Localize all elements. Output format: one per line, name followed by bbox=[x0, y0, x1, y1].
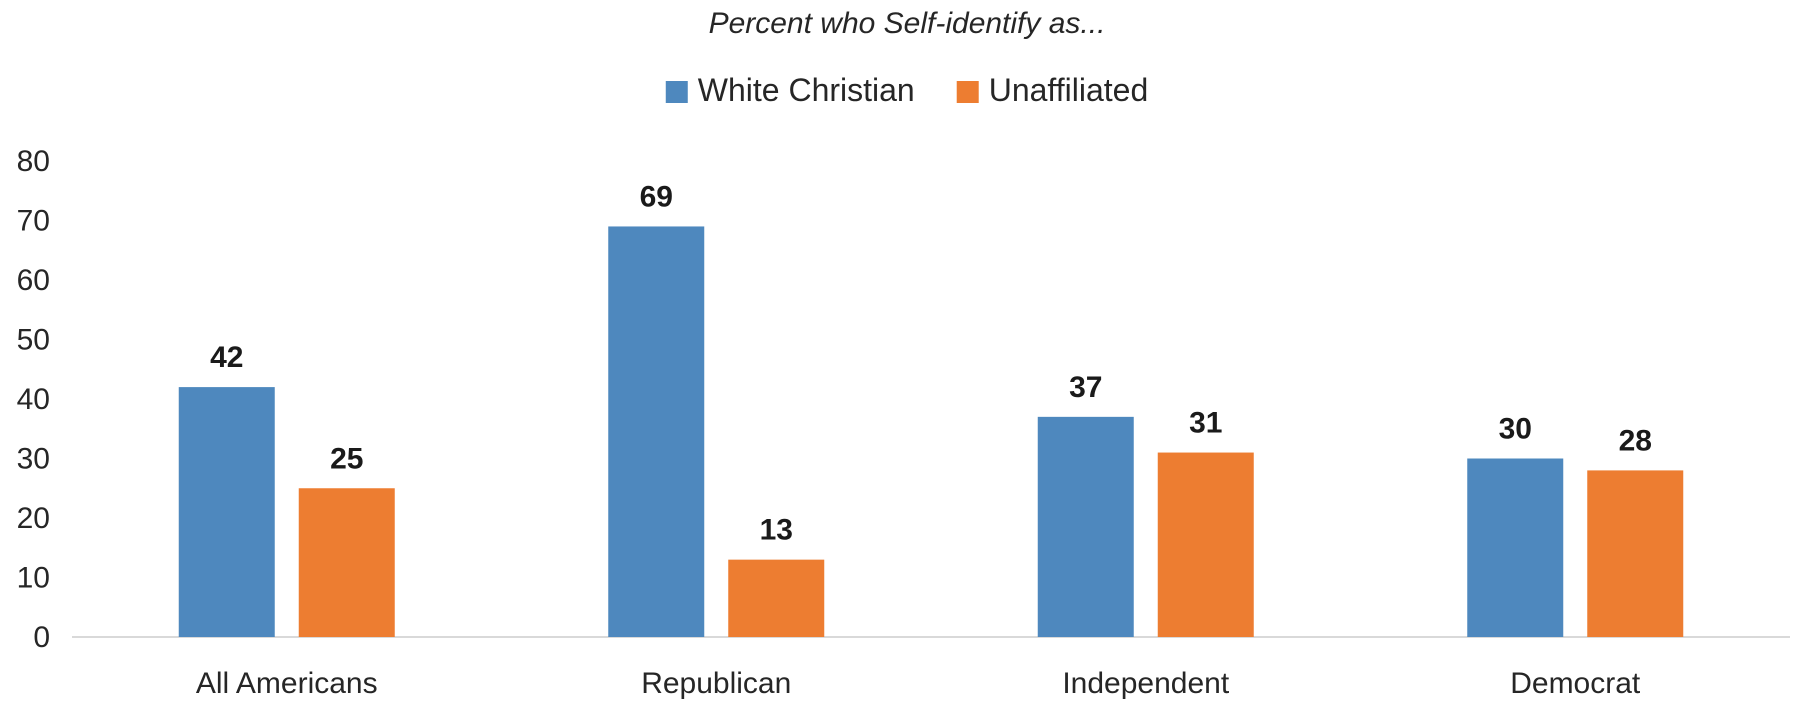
x-tick-label-1: Republican bbox=[641, 667, 791, 700]
data-label-0-3: 30 bbox=[1499, 413, 1532, 446]
x-tick-label-3: Democrat bbox=[1510, 667, 1641, 700]
y-axis: 0 10 20 30 40 50 60 70 80 bbox=[17, 145, 50, 654]
bar-unaffiliated-2 bbox=[1157, 452, 1254, 637]
y-tick-label-7: 70 bbox=[17, 205, 50, 238]
y-tick-label-0: 0 bbox=[33, 621, 50, 654]
legend-swatch-0 bbox=[665, 81, 688, 103]
y-tick-label-2: 20 bbox=[17, 502, 50, 535]
legend-label-0: White Christian bbox=[698, 72, 915, 108]
y-tick-label-4: 40 bbox=[17, 383, 50, 416]
y-tick-label-6: 60 bbox=[17, 264, 50, 297]
bar-white-christian-2 bbox=[1037, 416, 1134, 637]
chart-title: Percent who Self-identify as... bbox=[709, 7, 1106, 40]
data-label-0-2: 37 bbox=[1069, 371, 1102, 404]
data-label-1-3: 28 bbox=[1619, 424, 1652, 457]
legend-swatch-1 bbox=[956, 81, 979, 103]
bar-unaffiliated-3 bbox=[1587, 470, 1684, 637]
y-tick-label-5: 50 bbox=[17, 324, 50, 357]
data-label-0-1: 69 bbox=[640, 180, 673, 213]
x-tick-label-2: Independent bbox=[1062, 667, 1229, 700]
bar-unaffiliated-1 bbox=[728, 559, 825, 637]
y-tick-label-3: 30 bbox=[17, 443, 50, 476]
x-tick-label-0: All Americans bbox=[196, 667, 378, 700]
x-axis: All Americans Republican Independent Democr… bbox=[196, 667, 1641, 700]
bar-white-christian-0 bbox=[178, 387, 275, 637]
data-label-0-0: 42 bbox=[210, 341, 243, 374]
bar-white-christian-3 bbox=[1467, 458, 1564, 637]
data-label-1-2: 31 bbox=[1189, 407, 1222, 440]
data-label-1-0: 25 bbox=[330, 442, 363, 475]
legend-item-1: Unaffiliated bbox=[956, 72, 1149, 108]
legend: White Christian Unaffiliated bbox=[665, 72, 1149, 108]
data-labels: 42 25 69 13 37 31 30 28 bbox=[210, 180, 1652, 546]
y-tick-label-8: 80 bbox=[17, 145, 50, 178]
bars bbox=[178, 226, 1684, 637]
y-tick-label-1: 10 bbox=[17, 562, 50, 595]
bar-unaffiliated-0 bbox=[298, 488, 395, 637]
data-label-1-1: 13 bbox=[760, 514, 793, 547]
bar-white-christian-1 bbox=[608, 226, 705, 637]
legend-item-0: White Christian bbox=[665, 72, 915, 108]
legend-label-1: Unaffiliated bbox=[989, 72, 1149, 108]
